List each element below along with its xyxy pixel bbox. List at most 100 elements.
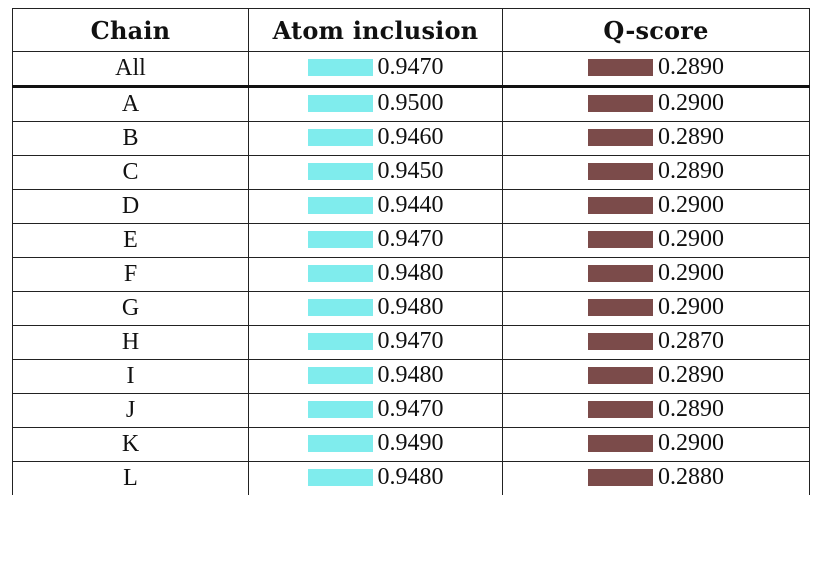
atom-inclusion-value: 0.9450: [377, 158, 444, 184]
q-score-bar: [588, 333, 653, 350]
q-score-content: 0.2900: [588, 192, 724, 219]
table-row: F 0.9480 0.2900: [12, 257, 810, 292]
atom-inclusion-content: 0.9490: [307, 430, 444, 457]
q-score-value: 0.2870: [658, 328, 724, 354]
atom-inclusion-value: 0.9480: [377, 294, 444, 320]
q-score-content: 0.2890: [588, 124, 724, 151]
atom-inclusion-bar: [307, 129, 373, 146]
q-score-bar: [588, 401, 653, 418]
q-score-value: 0.2890: [658, 158, 724, 184]
chain-cell: J: [12, 393, 249, 428]
q-score-bar: [588, 435, 653, 452]
chain-cell: K: [12, 427, 249, 462]
q-score-cell: 0.2900: [502, 189, 810, 224]
q-score-content: 0.2900: [588, 430, 724, 457]
atom-inclusion-cell: 0.9470: [248, 325, 503, 360]
q-score-content: 0.2900: [588, 90, 724, 117]
q-score-cell: 0.2880: [502, 461, 810, 495]
atom-inclusion-bar: [307, 197, 373, 214]
atom-inclusion-content: 0.9480: [307, 362, 444, 389]
atom-inclusion-value: 0.9470: [377, 396, 444, 422]
q-score-value: 0.2900: [658, 226, 724, 252]
table-row: E 0.9470 0.2900: [12, 223, 810, 258]
atom-inclusion-value: 0.9470: [377, 226, 444, 252]
table-row: K 0.9490 0.2900: [12, 427, 810, 462]
atom-inclusion-content: 0.9480: [307, 260, 444, 287]
q-score-cell: 0.2900: [502, 427, 810, 462]
q-score-content: 0.2900: [588, 294, 724, 321]
atom-inclusion-content: 0.9450: [307, 158, 444, 185]
q-score-value: 0.2890: [658, 362, 724, 388]
chain-cell: G: [12, 291, 249, 326]
q-score-content: 0.2890: [588, 396, 724, 423]
chain-cell: D: [12, 189, 249, 224]
atom-inclusion-content: 0.9470: [307, 328, 444, 355]
atom-inclusion-value: 0.9440: [377, 192, 444, 218]
atom-inclusion-bar: [307, 95, 373, 112]
atom-inclusion-cell: 0.9480: [248, 291, 503, 326]
q-score-cell: 0.2900: [502, 291, 810, 326]
q-score-bar: [588, 265, 653, 282]
table-row: H 0.9470 0.2870: [12, 325, 810, 360]
atom-inclusion-cell: 0.9480: [248, 461, 503, 495]
table-row: I 0.9480 0.2890: [12, 359, 810, 394]
table-row-all: All 0.9470 0.2890: [12, 51, 810, 87]
chain-cell: A: [12, 86, 249, 122]
q-score-bar: [588, 59, 653, 76]
q-score-content: 0.2890: [588, 54, 724, 81]
atom-inclusion-value: 0.9470: [377, 54, 444, 80]
atom-inclusion-content: 0.9470: [307, 396, 444, 423]
header-q-score: Q-score: [502, 8, 810, 52]
chain-cell: F: [12, 257, 249, 292]
q-score-value: 0.2900: [658, 294, 724, 320]
chain-cell: B: [12, 121, 249, 156]
atom-inclusion-cell: 0.9470: [248, 223, 503, 258]
q-score-bar: [588, 129, 653, 146]
q-score-value: 0.2900: [658, 260, 724, 286]
atom-inclusion-content: 0.9500: [307, 90, 444, 117]
q-score-bar: [588, 163, 653, 180]
atom-inclusion-bar: [307, 469, 373, 486]
atom-inclusion-value: 0.9480: [377, 464, 444, 490]
atom-inclusion-cell: 0.9480: [248, 359, 503, 394]
q-score-bar: [588, 469, 653, 486]
table-row: L 0.9480 0.2880: [12, 461, 810, 495]
table-row: B 0.9460 0.2890: [12, 121, 810, 156]
atom-inclusion-bar: [307, 435, 373, 452]
q-score-bar: [588, 299, 653, 316]
chain-cell: L: [12, 461, 249, 495]
q-score-content: 0.2890: [588, 158, 724, 185]
atom-inclusion-value: 0.9480: [377, 260, 444, 286]
header-chain: Chain: [12, 8, 249, 52]
chain-cell: All: [12, 51, 249, 87]
atom-inclusion-cell: 0.9450: [248, 155, 503, 190]
table-row: D 0.9440 0.2900: [12, 189, 810, 224]
q-score-cell: 0.2890: [502, 155, 810, 190]
chain-cell: E: [12, 223, 249, 258]
q-score-cell: 0.2900: [502, 223, 810, 258]
atom-inclusion-cell: 0.9470: [248, 393, 503, 428]
q-score-content: 0.2900: [588, 260, 724, 287]
q-score-value: 0.2880: [658, 464, 724, 490]
header-row: Chain Atom inclusion Q-score: [12, 8, 810, 52]
atom-inclusion-cell: 0.9440: [248, 189, 503, 224]
q-score-bar: [588, 231, 653, 248]
chain-metrics-table: Chain Atom inclusion Q-score All 0.9470 0.…: [12, 8, 810, 495]
q-score-content: 0.2900: [588, 226, 724, 253]
atom-inclusion-content: 0.9470: [307, 54, 444, 81]
table-header: Chain Atom inclusion Q-score: [12, 8, 810, 52]
atom-inclusion-value: 0.9480: [377, 362, 444, 388]
q-score-cell: 0.2890: [502, 121, 810, 156]
atom-inclusion-bar: [307, 299, 373, 316]
header-atom-inclusion: Atom inclusion: [248, 8, 503, 52]
q-score-cell: 0.2890: [502, 51, 810, 87]
atom-inclusion-content: 0.9480: [307, 464, 444, 491]
atom-inclusion-content: 0.9470: [307, 226, 444, 253]
atom-inclusion-cell: 0.9470: [248, 51, 503, 87]
table-row: A 0.9500 0.2900: [12, 86, 810, 122]
q-score-value: 0.2890: [658, 54, 724, 80]
atom-inclusion-bar: [307, 265, 373, 282]
atom-inclusion-bar: [307, 163, 373, 180]
q-score-cell: 0.2870: [502, 325, 810, 360]
chain-metrics-table-container: Chain Atom inclusion Q-score All 0.9470 0.…: [12, 8, 810, 495]
